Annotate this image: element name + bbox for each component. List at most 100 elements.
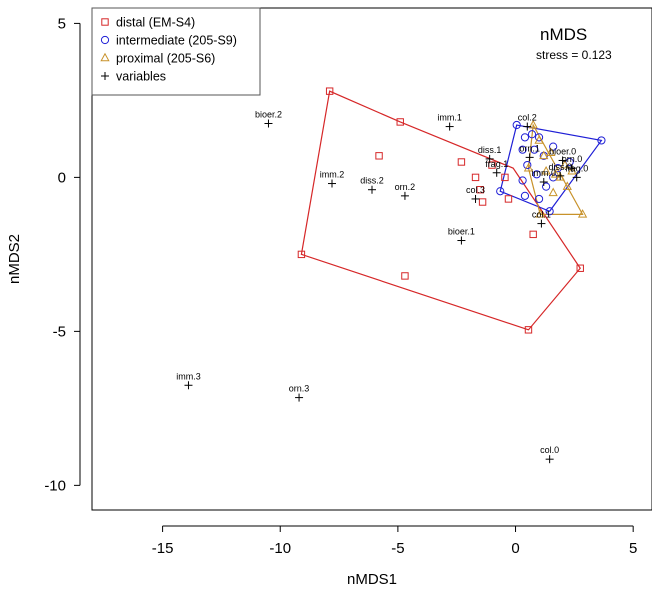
- variable-marker: [264, 119, 273, 128]
- variable-marker: [400, 191, 409, 200]
- square-point: [471, 173, 480, 182]
- circle-point: [532, 170, 541, 179]
- y-tick-label: -10: [44, 477, 66, 494]
- variable-marker: [485, 154, 494, 163]
- variable-marker: [368, 185, 376, 194]
- variable-label: orn.1: [519, 143, 540, 153]
- y-axis-title: nMDS2: [6, 234, 23, 284]
- plot-frame: [91, 7, 652, 511]
- stress-annotation: stress = 0.123: [536, 48, 612, 62]
- variable-marker: [295, 393, 304, 402]
- circle-point: [512, 120, 521, 130]
- square-point: [504, 195, 513, 203]
- x-tick-label: -5: [391, 540, 404, 557]
- variable-label: orn.0: [562, 154, 583, 164]
- square-point: [478, 198, 487, 206]
- circle-point: [530, 145, 539, 154]
- square-point: [576, 264, 584, 272]
- variable-label: frag.1: [485, 159, 508, 169]
- variable-marker: [471, 194, 480, 203]
- variable-label: imm.3: [176, 371, 201, 381]
- square-point: [524, 326, 533, 334]
- square-point: [501, 173, 509, 182]
- variable-marker: [558, 156, 567, 165]
- circle-point: [534, 194, 544, 204]
- variable-label: imm.2: [320, 170, 345, 180]
- variable-label: imm.0: [532, 168, 557, 178]
- legend-entry-label: variables: [116, 70, 166, 84]
- legend-entry-label: distal (EM-S4): [116, 16, 195, 30]
- x-tick-label: 0: [511, 540, 519, 557]
- triangle-point: [534, 135, 544, 144]
- legend-plus-marker: [101, 72, 109, 80]
- variable-label: col.2: [518, 113, 537, 123]
- x-axis-title: nMDS1: [347, 571, 397, 588]
- y-tick-label: 0: [58, 169, 66, 186]
- variable-label: bioer.2: [255, 109, 282, 119]
- variable-marker: [556, 171, 565, 180]
- circle-point: [520, 133, 530, 142]
- hull-circle: [499, 124, 603, 212]
- legend-circle-marker: [100, 35, 110, 45]
- variable-label: diss.1: [478, 145, 502, 155]
- triangle-point: [562, 181, 572, 190]
- circle-point: [523, 160, 532, 170]
- variable-label: col.1: [532, 210, 551, 220]
- variable-label: col.0: [540, 445, 559, 455]
- variable-marker: [568, 164, 576, 173]
- variable-label: frag.0: [565, 163, 588, 173]
- x-axis: -15 -10 -5 0 5: [152, 525, 637, 557]
- square-point: [375, 152, 383, 160]
- legend-entry-label: intermediate (205-S9): [116, 34, 237, 48]
- variable-label: orn.2: [395, 182, 416, 192]
- legend-triangle-marker: [100, 52, 110, 62]
- variable-marker: [492, 168, 501, 177]
- square-point: [529, 230, 537, 239]
- legend-box: [91, 7, 261, 96]
- variable-marker: [184, 381, 193, 390]
- triangle-point: [567, 165, 577, 175]
- square-point: [325, 87, 334, 95]
- variable-marker: [525, 153, 534, 162]
- legend-entry-label: proximal (205-S6): [116, 52, 215, 66]
- square-point: [488, 161, 496, 169]
- variable-label: orn.3: [289, 384, 310, 394]
- triangle-point: [541, 165, 551, 175]
- variable-marker: [545, 455, 554, 464]
- variable-label: col.3: [466, 185, 485, 195]
- variable-marker: [328, 179, 336, 188]
- plot-title: nMDS: [540, 25, 587, 44]
- y-tick-label: 5: [58, 15, 66, 32]
- y-axis: -10 -5 0 5: [44, 15, 81, 494]
- x-tick-label: 5: [629, 540, 637, 557]
- variable-marker: [523, 122, 532, 131]
- variable-label: bioer.1: [448, 227, 475, 237]
- x-tick-label: -15: [152, 540, 174, 557]
- square-point: [401, 272, 409, 280]
- variable-marker: [445, 122, 454, 131]
- sample-points: [297, 87, 606, 334]
- variable-marker: [539, 178, 548, 187]
- triangle-point: [550, 169, 561, 178]
- square-point: [476, 186, 484, 194]
- triangle-point: [539, 150, 549, 160]
- circle-point: [542, 182, 551, 191]
- variable-marker: [537, 219, 546, 228]
- triangle-point: [577, 209, 588, 218]
- y-tick-label: -5: [53, 323, 66, 340]
- variable-label: imm.1: [437, 113, 462, 123]
- triangle-point: [548, 187, 558, 197]
- triangle-point: [555, 172, 565, 181]
- variable-marker: [572, 173, 581, 182]
- circle-point: [496, 187, 505, 196]
- circle-point: [527, 130, 537, 139]
- variable-markers: bioer.2 imm.2 diss.2 orn.2 imm.1 diss.1 frag.1…: [176, 109, 588, 464]
- square-point: [457, 158, 466, 166]
- square-point: [297, 250, 306, 259]
- triangle-point: [523, 162, 534, 172]
- circle-point: [518, 145, 527, 154]
- variable-marker: [457, 236, 466, 245]
- triangle-point: [546, 147, 556, 157]
- circle-point: [545, 207, 554, 216]
